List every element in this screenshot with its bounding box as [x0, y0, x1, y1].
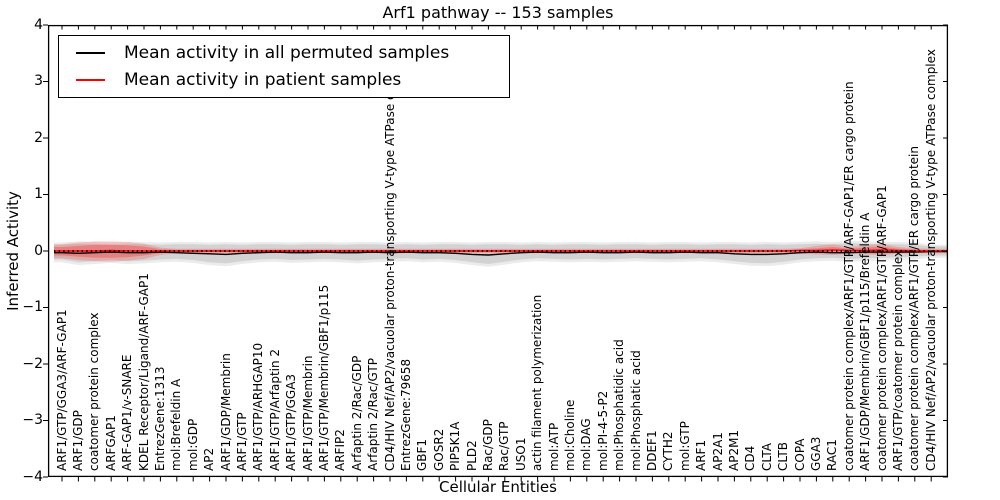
x-tick-label: coatomer protein complex/ARF1/GTP/ARF-GA…: [874, 185, 889, 471]
x-tick-label: CD4: [743, 445, 758, 471]
x-tick-label: EntrezGene:1313: [152, 366, 167, 472]
x-tick-label: coatomer protein complex/ARF1/GTP/ER car…: [907, 146, 922, 471]
x-tick-label: ARF1/GTP/Membrin: [300, 355, 315, 471]
y-tick-label: −3: [22, 412, 43, 428]
x-tick-label: GOSR2: [431, 428, 446, 471]
legend: Mean activity in all permuted samples Me…: [58, 35, 510, 98]
x-tick-label: ARF1/GTP: [234, 412, 249, 471]
x-tick-label: Arfaptin 2/Rac/GTP: [366, 358, 381, 471]
x-tick-label: ARF1/GTP/GGA3: [284, 373, 299, 471]
legend-item-patient: Mean activity in patient samples: [59, 70, 509, 90]
x-tick-label: EntrezGene:79658: [398, 358, 413, 471]
y-axis-title: Inferred Activity: [4, 191, 22, 311]
x-tick-label: ARF1/GTP/coatomer protein complex: [890, 249, 905, 471]
plot-area: [43, 24, 949, 482]
chart-title: Arf1 pathway -- 153 samples: [382, 3, 614, 22]
line-permuted-mean: [54, 250, 948, 256]
y-tick-label: −2: [22, 355, 43, 372]
y-tick-label: −4: [22, 468, 43, 485]
x-tick-label: AP2M1: [726, 429, 741, 471]
x-tick-label: coatomer protein complex: [87, 312, 102, 471]
x-tick-label: mol:Phosphatic acid: [628, 350, 643, 471]
legend-line-patient: [76, 79, 105, 81]
x-tick-label: ARF1/GTP/Arfaptin 2: [267, 348, 282, 471]
x-tick-label: CYTH2: [661, 431, 676, 472]
axes-border: [47, 24, 949, 478]
x-tick-label: ARF1/GTP/GGA3/ARF-GAP1: [54, 309, 69, 471]
x-tick-label: PLD2: [464, 440, 479, 471]
x-tick-label: CD4/HIV Nef/AP2/vacuolar proton-transpor…: [382, 49, 397, 471]
y-tick-label: 4: [34, 16, 43, 33]
legend-line-permuted: [76, 52, 105, 54]
x-axis-title: Cellular Entities: [439, 478, 557, 496]
x-tick-label: AP2: [202, 447, 217, 471]
x-tick-label: ARF1/GTP/ARHGAP10: [251, 342, 266, 471]
x-tick-label: GBF1: [415, 438, 430, 471]
x-tick-label: USO1: [513, 437, 528, 471]
x-tick-label: ARF1/GTP/Membrin/GBF1/p115: [316, 284, 331, 471]
x-tick-label: COPA: [792, 438, 807, 471]
x-tick-label: AP2A1: [710, 432, 725, 471]
x-tick-label: CLTB: [776, 442, 791, 471]
x-tick-label: Rac/GDP: [480, 419, 495, 471]
x-tick-label: CLTA: [759, 442, 774, 471]
y-tick-label: 3: [34, 73, 43, 89]
x-tick-label: mol:Choline: [562, 399, 577, 471]
x-tick-label: ARF1/GDP/Membrin/GBF1/p115/Brefeldin A: [858, 212, 873, 471]
legend-label-permuted: Mean activity in all permuted samples: [124, 43, 450, 63]
x-tick-label: KDEL Receptor/Ligand/ARF-GAP1: [136, 273, 151, 471]
x-tick-label: ARF1: [694, 439, 709, 471]
x-tick-label: coatomer protein complex/ARF1/GTP/ARF-GA…: [841, 81, 856, 471]
x-tick-label: ARFIP2: [333, 429, 348, 471]
axis-ticks: [43, 24, 948, 482]
x-tick-label: GGA3: [808, 436, 823, 471]
x-tick-label: ARF-GAP1/v-SNARE: [120, 354, 135, 471]
y-tick-label: 0: [34, 242, 43, 259]
x-tick-label: mol:GTP: [677, 421, 692, 471]
x-tick-label: DDEF1: [644, 430, 659, 471]
x-tick-label: Rac/GTP: [497, 421, 512, 471]
y-tick-label: 1: [34, 186, 43, 202]
legend-item-permuted: Mean activity in all permuted samples: [59, 43, 509, 63]
x-tick-label: mol:GDP: [185, 418, 200, 471]
y-tick-label: 2: [34, 129, 43, 146]
y-tick-label: −1: [22, 299, 43, 315]
x-tick-label: mol:ATP: [546, 422, 561, 471]
x-tick-label: PIP5K1A: [448, 421, 463, 471]
x-tick-label: ARF1/GDP/Membrin: [218, 353, 233, 471]
x-tick-label: mol:PI-4-5-P2: [595, 390, 610, 471]
x-tick-label: mol:Phosphatidic acid: [612, 339, 627, 471]
x-tick-label: CD4/HIV Nef/AP2/vacuolar proton-transpor…: [923, 49, 938, 471]
x-tick-label: actin filament polymerization: [530, 294, 545, 471]
legend-label-patient: Mean activity in patient samples: [124, 70, 402, 90]
x-tick-label: ARF1/GDP: [70, 410, 85, 471]
x-tick-label: Arfaptin 2/Rac/GDP: [349, 355, 364, 471]
x-tick-label: RAC1: [825, 439, 840, 471]
x-tick-label: mol:Brefeldin A: [169, 378, 184, 471]
x-tick-label: ARFGAP1: [103, 415, 118, 471]
x-tick-label: mol:DAG: [579, 418, 594, 471]
